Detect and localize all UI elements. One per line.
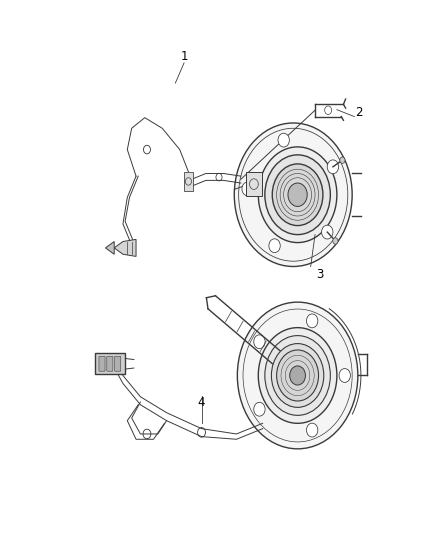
Text: 3: 3 <box>316 268 323 281</box>
Circle shape <box>234 123 352 266</box>
Circle shape <box>278 133 290 147</box>
Circle shape <box>265 155 330 235</box>
FancyBboxPatch shape <box>184 172 193 191</box>
FancyBboxPatch shape <box>246 172 262 196</box>
Circle shape <box>272 164 323 225</box>
Circle shape <box>288 183 307 206</box>
Circle shape <box>242 182 253 196</box>
Polygon shape <box>106 241 114 254</box>
Circle shape <box>265 336 330 415</box>
FancyBboxPatch shape <box>115 357 121 371</box>
Circle shape <box>254 402 265 416</box>
Circle shape <box>327 160 339 174</box>
Circle shape <box>321 225 333 239</box>
Circle shape <box>272 344 324 407</box>
Circle shape <box>277 350 318 401</box>
Circle shape <box>339 368 350 382</box>
Text: 4: 4 <box>198 395 205 409</box>
Circle shape <box>340 157 345 164</box>
Circle shape <box>258 328 337 423</box>
Circle shape <box>269 239 280 253</box>
Text: 2: 2 <box>355 106 363 119</box>
Circle shape <box>307 423 318 437</box>
Text: 1: 1 <box>180 50 188 63</box>
Circle shape <box>254 335 265 349</box>
Circle shape <box>290 366 305 385</box>
Circle shape <box>237 302 358 449</box>
Circle shape <box>325 106 332 115</box>
Circle shape <box>333 238 338 244</box>
Circle shape <box>307 314 318 328</box>
Circle shape <box>258 147 337 243</box>
FancyBboxPatch shape <box>99 357 105 371</box>
FancyBboxPatch shape <box>107 357 113 371</box>
FancyBboxPatch shape <box>95 353 125 374</box>
Polygon shape <box>114 239 136 256</box>
